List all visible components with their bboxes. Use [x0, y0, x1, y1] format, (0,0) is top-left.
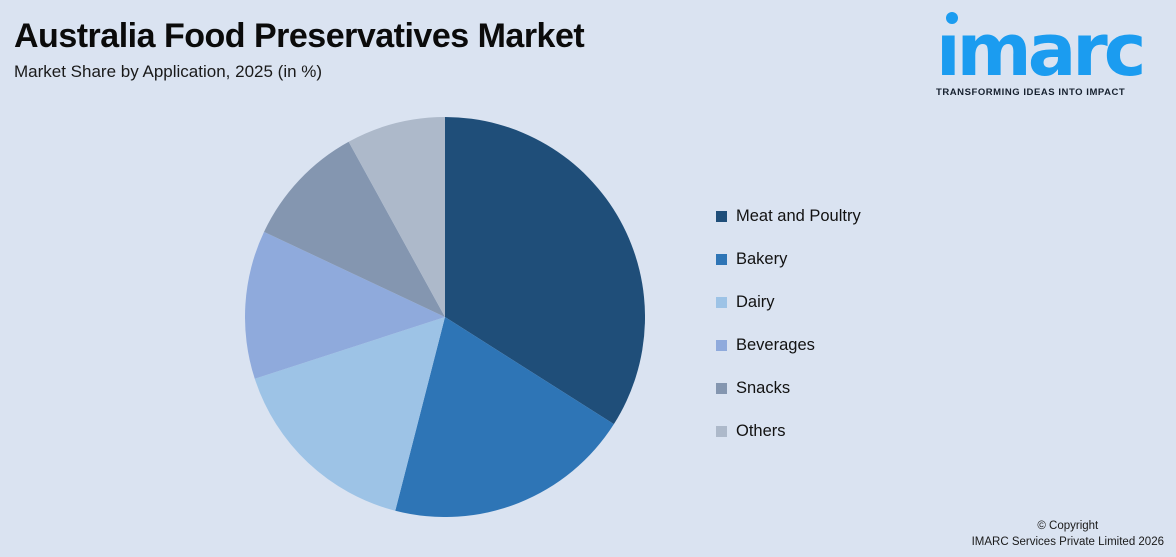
- pie-slice-meat-and-poultry: [445, 117, 646, 425]
- chart-title: Australia Food Preservatives Market: [14, 17, 585, 55]
- pie-slice-dairy: [254, 317, 445, 511]
- legend-label: Others: [736, 422, 786, 440]
- legend-swatch-icon: [716, 426, 727, 437]
- pie-slice-beverages: [244, 231, 445, 379]
- legend-swatch-icon: [716, 297, 727, 308]
- legend-item-dairy: Dairy: [716, 293, 861, 311]
- legend-item-meat-and-poultry: Meat and Poultry: [716, 207, 861, 225]
- logo-dot-icon: [946, 12, 958, 24]
- legend-item-beverages: Beverages: [716, 336, 861, 354]
- pie-slice-snacks: [264, 141, 445, 317]
- copyright-line1: © Copyright: [1037, 519, 1099, 532]
- copyright-line2: IMARC Services Private Limited 2026: [971, 536, 1164, 549]
- legend-item-bakery: Bakery: [716, 250, 861, 268]
- legend-swatch-icon: [716, 211, 727, 222]
- pie-slice-bakery: [395, 317, 614, 518]
- pie-chart-svg: [244, 117, 646, 518]
- logo-tagline: TRANSFORMING IDEAS INTO IMPACT: [936, 86, 1126, 98]
- copyright-notice: © Copyright IMARC Services Private Limit…: [972, 518, 1164, 551]
- imarc-logo: ımarc TRANSFORMING IDEAS INTO IMPACT: [936, 6, 1168, 98]
- legend-item-snacks: Snacks: [716, 379, 861, 397]
- chart-subtitle: Market Share by Application, 2025 (in %): [14, 62, 323, 82]
- pie-chart: [244, 117, 646, 518]
- legend-label: Dairy: [736, 293, 775, 311]
- legend-label: Snacks: [736, 379, 791, 397]
- header: Australia Food Preservatives Market Mark…: [14, 17, 585, 82]
- legend-item-others: Others: [716, 422, 861, 440]
- logo-wordmark: ımarc: [936, 8, 1146, 92]
- legend-swatch-icon: [716, 383, 727, 394]
- legend-label: Meat and Poultry: [736, 207, 861, 225]
- legend-swatch-icon: [716, 254, 727, 265]
- legend: Meat and Poultry Bakery Dairy Beverages Snac…: [716, 207, 861, 466]
- legend-label: Bakery: [736, 250, 788, 268]
- legend-label: Beverages: [736, 336, 815, 354]
- legend-swatch-icon: [716, 340, 727, 351]
- pie-slice-others: [348, 117, 445, 317]
